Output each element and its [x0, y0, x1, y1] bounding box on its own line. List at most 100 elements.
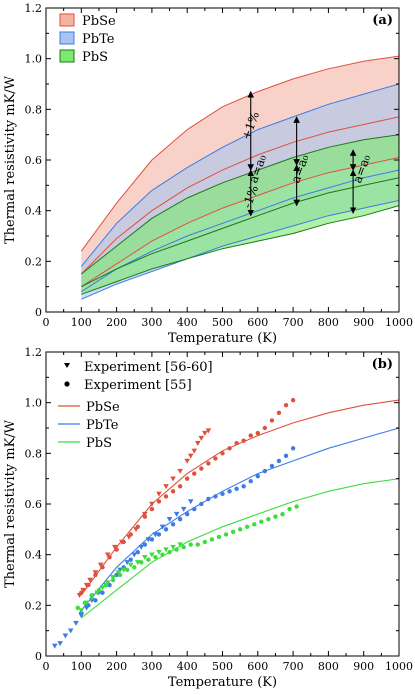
point-pbte-triangle — [52, 643, 58, 649]
point-pbse-circle — [135, 524, 140, 529]
point-pbs-triangle — [149, 552, 155, 558]
point-pbse-circle — [220, 451, 225, 456]
point-pbs-triangle — [110, 575, 116, 581]
point-pbse-triangle — [198, 435, 205, 441]
curve-pbse — [80, 399, 400, 596]
point-pbs-circle — [146, 557, 151, 562]
point-pbte-circle — [255, 473, 260, 479]
point-pbte-triangle — [138, 544, 145, 550]
x-tick-label: 300 — [141, 316, 162, 329]
x-tick-label: 300 — [141, 660, 162, 673]
point-pbs-circle — [259, 519, 264, 524]
x-tick-label: 400 — [177, 316, 198, 329]
legend-label-pbte: PbTe — [86, 418, 119, 433]
point-pbte-circle — [290, 446, 296, 451]
x-tick-label: 700 — [283, 660, 304, 673]
y-tick-label: 1.2 — [25, 346, 43, 359]
point-pbs-circle — [294, 504, 299, 509]
panel-a-x-axis-label: Temperature (K) — [168, 331, 277, 346]
point-pbte-circle — [177, 517, 183, 522]
point-pbse-triangle — [149, 501, 155, 507]
panel-a-y-axis-label: Thermal resistivity mK/W — [3, 75, 18, 244]
point-pbte-circle — [269, 463, 275, 469]
point-pbte-triangle — [173, 511, 180, 517]
panel-b-points — [52, 397, 299, 649]
y-tick-label: 0.2 — [25, 255, 43, 268]
point-pbse-circle — [262, 425, 268, 431]
y-tick-label: 1.0 — [25, 53, 43, 66]
point-pbs-circle — [174, 547, 179, 552]
point-pbs-circle — [216, 534, 222, 540]
point-pbse-circle — [156, 499, 162, 504]
point-pbte-triangle — [62, 633, 69, 639]
x-tick-label: 0 — [43, 660, 50, 673]
point-pbs-circle — [195, 542, 200, 547]
point-pbs-triangle — [104, 580, 111, 586]
line-center-pbs — [81, 177, 400, 288]
panel-a: +1%-1%a=a₀ a=a₀ a=a₀ 0 100 200 300 400 500 600 70… — [3, 2, 413, 346]
x-tick-label: 0 — [43, 316, 50, 329]
x-tick-label: 200 — [106, 316, 127, 329]
point-pbse-circle — [121, 539, 126, 545]
point-pbte-triangle — [187, 499, 194, 505]
point-pbs-circle — [132, 565, 137, 570]
legend-label-pbse: PbSe — [86, 400, 120, 415]
legend-label-pbse: PbSe — [82, 14, 116, 29]
y-tick-label: 0.8 — [25, 447, 43, 460]
point-pbte-triangle — [131, 552, 138, 558]
point-pbs-circle — [181, 544, 186, 550]
point-pbse-circle — [79, 590, 84, 595]
point-pbte-circle — [185, 511, 190, 517]
point-pbs-triangle — [134, 560, 141, 566]
point-pbs-circle — [209, 537, 215, 542]
point-pbse-circle — [234, 441, 239, 446]
point-pbse-triangle — [170, 476, 176, 482]
panel-a-legend: PbSe PbTe PbS — [59, 13, 116, 65]
y-tick-label: 0.6 — [25, 498, 43, 511]
panel-b-legend: Experiment [56-60] Experiment [55] PbSe PbT… — [58, 360, 213, 451]
legend-marker-circle — [64, 381, 70, 387]
x-tick-label: 500 — [212, 660, 233, 673]
point-pbs-circle — [139, 560, 144, 565]
x-tick-label: 1000 — [385, 316, 413, 329]
point-pbse-triangle — [112, 544, 118, 550]
line-center-pbse — [80, 116, 400, 275]
point-pbse-triangle — [194, 441, 201, 446]
point-pbse-triangle — [191, 448, 198, 454]
x-tick-label: 1000 — [385, 660, 413, 673]
y-tick-label: 0.6 — [25, 154, 43, 167]
point-pbte-triangle — [67, 628, 74, 634]
point-pbse-circle — [107, 555, 112, 560]
point-pbse-triangle — [177, 468, 183, 474]
point-pbse-circle — [199, 466, 204, 471]
y-tick-label: 0.4 — [25, 549, 43, 562]
point-pbs-circle — [252, 522, 257, 527]
point-pbte-circle — [276, 458, 282, 464]
point-pbse-circle — [93, 572, 98, 578]
point-pbse-circle — [213, 456, 218, 461]
point-pbs-circle — [266, 517, 271, 522]
point-pbse-circle — [163, 494, 169, 499]
legend-swatch-pbse — [59, 13, 75, 27]
x-tick-label: 900 — [353, 316, 374, 329]
point-pbse-triangle — [202, 430, 208, 436]
point-pbse-circle — [227, 446, 232, 451]
line-center-pbte — [81, 169, 400, 293]
point-pbs-circle — [230, 529, 236, 535]
band-pbs — [81, 134, 400, 295]
point-pbs-circle — [89, 593, 95, 598]
line-lower-pbte — [81, 200, 400, 300]
point-pbs-circle — [237, 527, 243, 532]
y-tick-label: 0 — [35, 306, 42, 319]
panel-b-y-axis-label: Thermal resistivity mK/W — [3, 419, 18, 588]
point-pbse-circle — [149, 506, 155, 512]
point-pbte-circle — [248, 479, 253, 484]
curve-pbs — [80, 478, 400, 619]
point-pbte-circle — [100, 590, 105, 595]
point-pbs-circle — [245, 524, 250, 529]
point-pbte-circle — [192, 506, 197, 512]
line-upper-pbte — [80, 83, 400, 267]
legend-swatch-pbs — [59, 49, 75, 63]
x-tick-label: 200 — [106, 660, 127, 673]
panel-a-label: (a) — [372, 13, 393, 28]
